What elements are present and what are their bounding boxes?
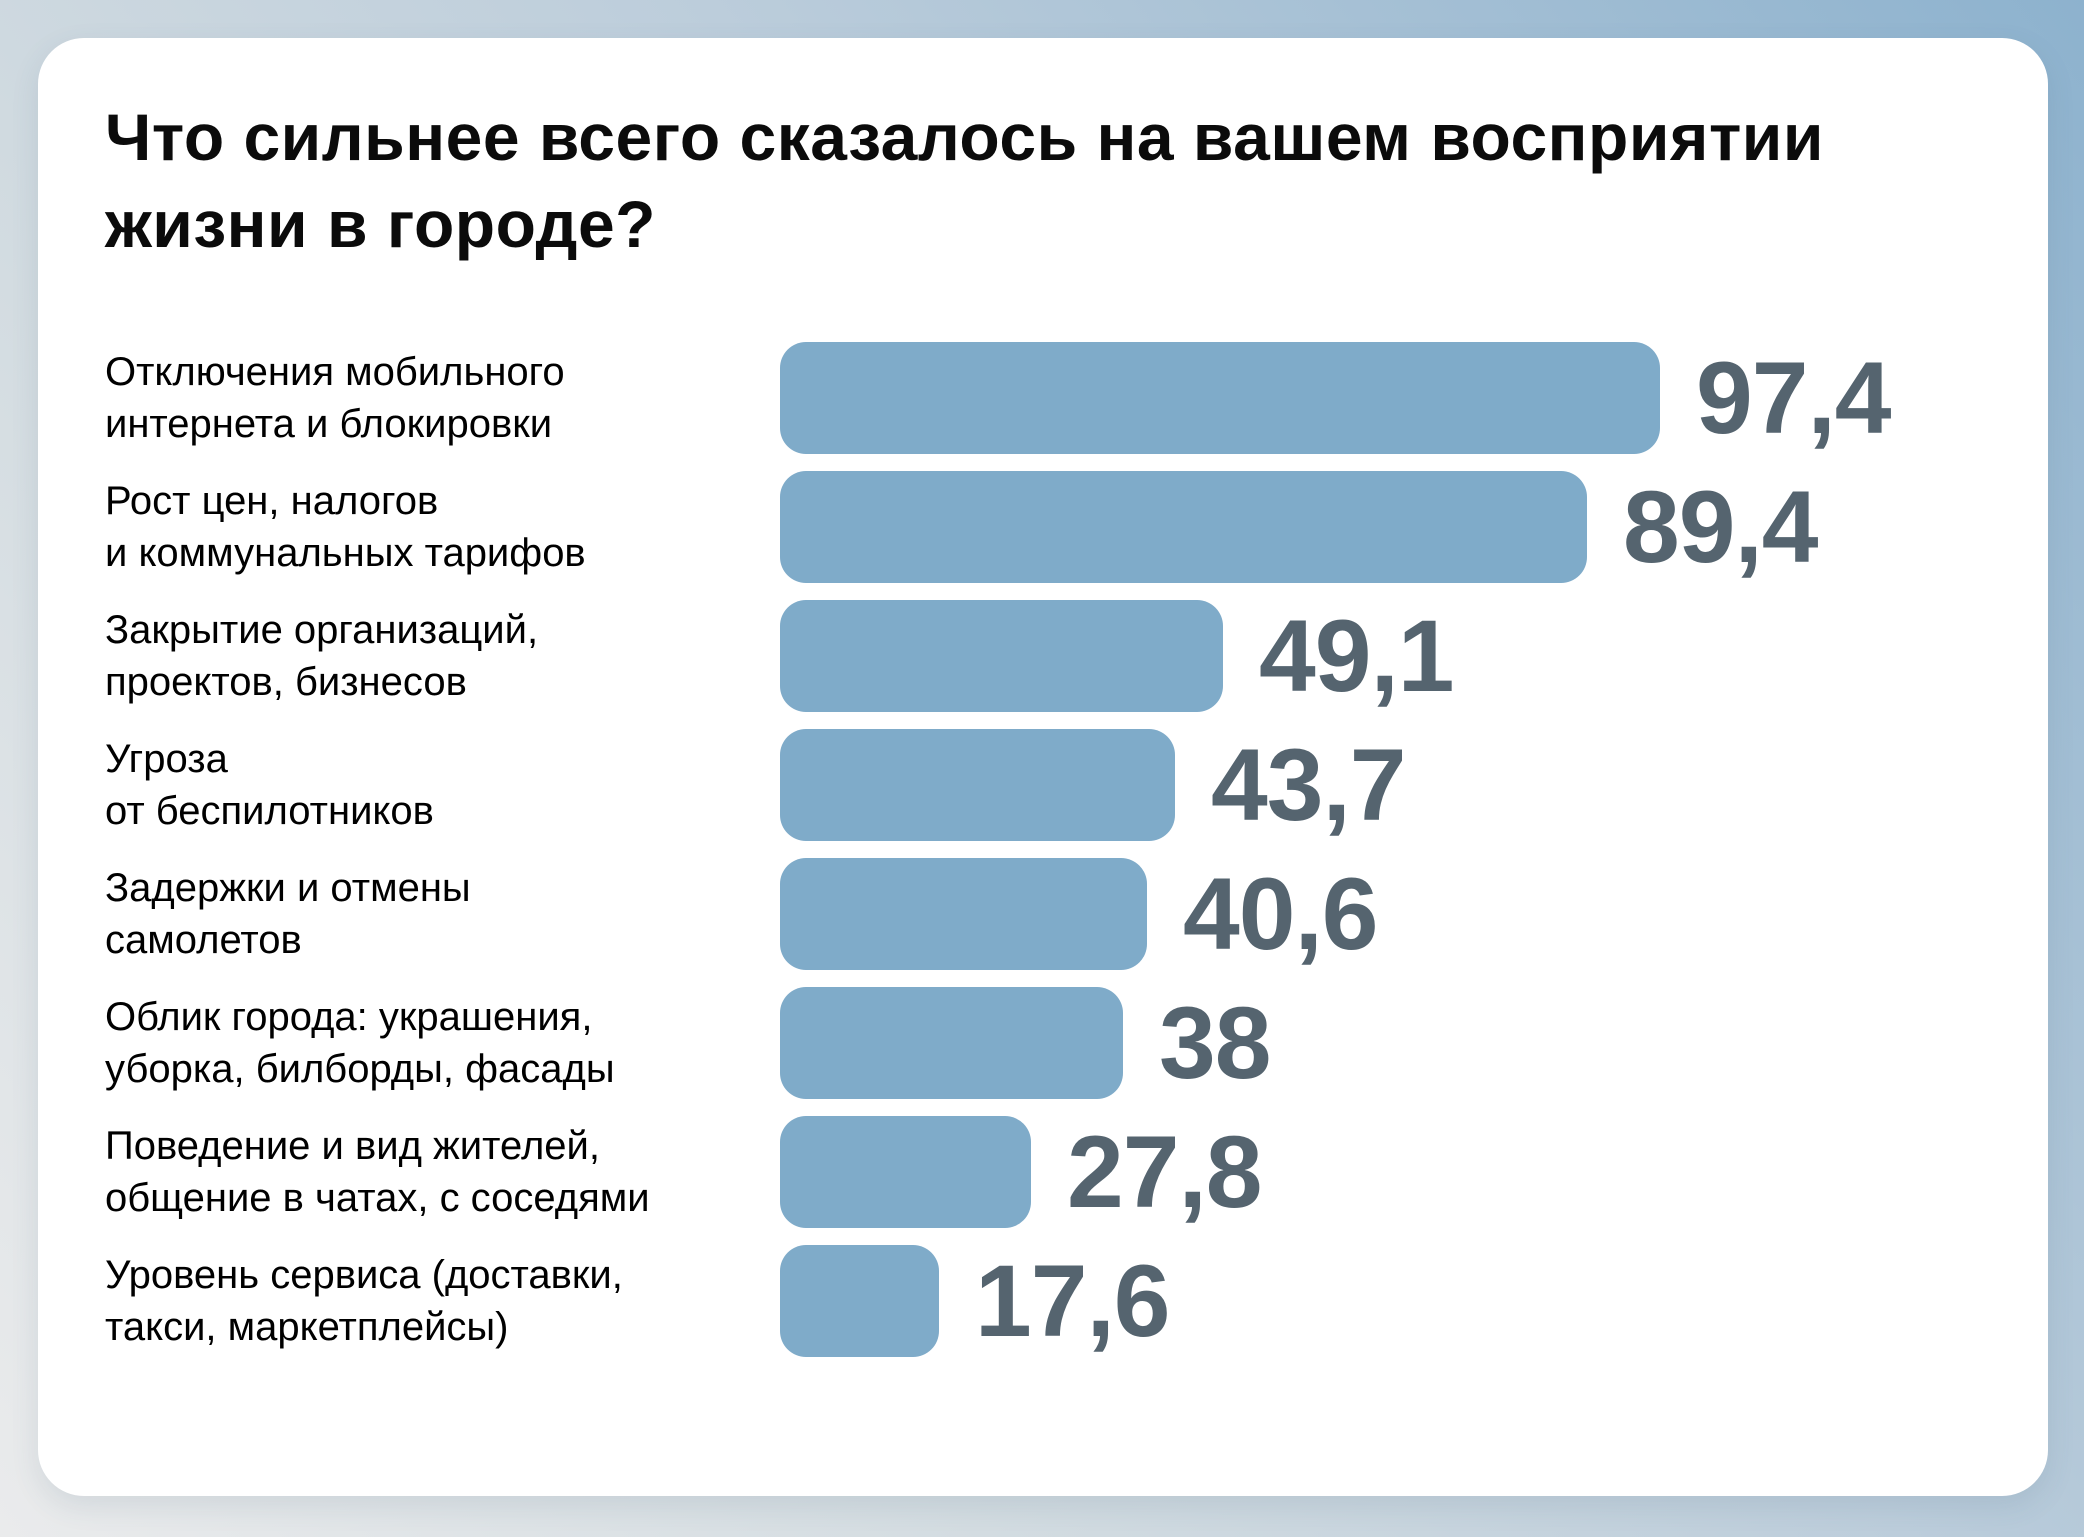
chart-row: Рост цен, налогов и коммунальных тарифов… bbox=[105, 471, 1995, 583]
bar-track: 97,4 bbox=[780, 342, 1995, 454]
bar-track: 40,6 bbox=[780, 858, 1995, 970]
row-label: Закрытие организаций, проектов, бизнесов bbox=[105, 608, 539, 704]
row-label: Уровень сервиса (доставки, такси, маркет… bbox=[105, 1253, 623, 1349]
bar-track: 27,8 bbox=[780, 1116, 1995, 1228]
bar bbox=[780, 471, 1587, 583]
value-label: 89,4 bbox=[1623, 470, 1819, 584]
bar-track: 49,1 bbox=[780, 600, 1995, 712]
chart-row: Облик города: украшения, уборка, билборд… bbox=[105, 987, 1995, 1099]
row-label: Задержки и отмены самолетов bbox=[105, 866, 471, 962]
bar bbox=[780, 1245, 939, 1357]
row-label: Рост цен, налогов и коммунальных тарифов bbox=[105, 479, 586, 575]
chart-row: Поведение и вид жителей, общение в чатах… bbox=[105, 1116, 1995, 1228]
chart-card: Что сильнее всего сказалось на вашем вос… bbox=[38, 38, 2048, 1496]
bar-chart: Отключения мобильного интернета и блокир… bbox=[105, 342, 1995, 1357]
bar-track: 38 bbox=[780, 987, 1995, 1099]
bar-track: 43,7 bbox=[780, 729, 1995, 841]
chart-row: Задержки и отмены самолетов 40,6 bbox=[105, 858, 1995, 970]
bar bbox=[780, 729, 1175, 841]
chart-row: Закрытие организаций, проектов, бизнесов… bbox=[105, 600, 1995, 712]
bar bbox=[780, 600, 1223, 712]
value-label: 97,4 bbox=[1696, 341, 1892, 455]
value-label: 17,6 bbox=[975, 1244, 1171, 1358]
bar-track: 17,6 bbox=[780, 1245, 1995, 1357]
bar bbox=[780, 1116, 1031, 1228]
chart-title: Что сильнее всего сказалось на вашем вос… bbox=[105, 100, 1824, 262]
row-label: Отключения мобильного интернета и блокир… bbox=[105, 350, 565, 446]
value-label: 38 bbox=[1159, 986, 1271, 1100]
bar bbox=[780, 858, 1147, 970]
chart-row: Отключения мобильного интернета и блокир… bbox=[105, 342, 1995, 454]
row-label: Поведение и вид жителей, общение в чатах… bbox=[105, 1124, 650, 1220]
row-label: Облик города: украшения, уборка, билборд… bbox=[105, 995, 615, 1091]
bar bbox=[780, 987, 1123, 1099]
bar bbox=[780, 342, 1660, 454]
value-label: 40,6 bbox=[1183, 857, 1379, 971]
chart-row: Угроза от беспилотников 43,7 bbox=[105, 729, 1995, 841]
row-label: Угроза от беспилотников bbox=[105, 737, 434, 833]
value-label: 27,8 bbox=[1067, 1115, 1263, 1229]
bar-track: 89,4 bbox=[780, 471, 1995, 583]
value-label: 49,1 bbox=[1259, 599, 1455, 713]
value-label: 43,7 bbox=[1211, 728, 1407, 842]
chart-row: Уровень сервиса (доставки, такси, маркет… bbox=[105, 1245, 1995, 1357]
